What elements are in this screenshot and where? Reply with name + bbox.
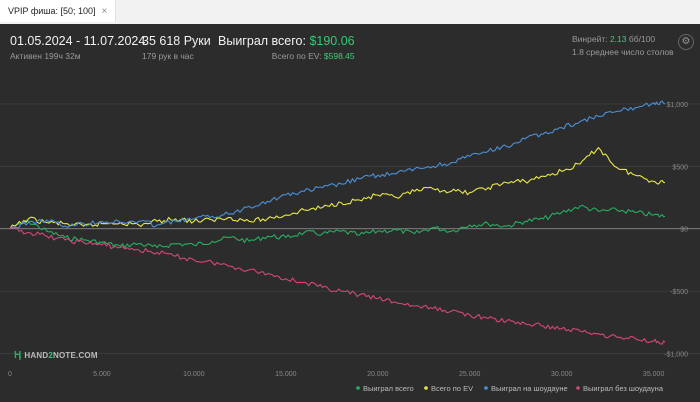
legend-marker-no_showdown bbox=[576, 386, 580, 390]
series-line-won_total bbox=[9, 204, 666, 249]
x-tick-label: 20.000 bbox=[367, 371, 389, 378]
legend-item-won_total[interactable]: Выиграл всего bbox=[363, 384, 414, 393]
legend-marker-ev bbox=[424, 386, 428, 390]
y-axis: $1,000 $500 $0 -$500 -$1,000 bbox=[664, 102, 688, 359]
active-time: Активен 199ч 32м bbox=[10, 51, 81, 61]
profit-chart: $1,000 $500 $0 -$500 -$1,000 0 5.000 10.000 15.… bbox=[0, 100, 700, 393]
hands-block: 35 618 Руки 179 рук в час bbox=[142, 34, 211, 61]
y-tick-label: -$1,000 bbox=[664, 352, 688, 359]
chart-lines bbox=[9, 100, 666, 345]
hands-per-hour: 179 рук в час bbox=[142, 51, 194, 61]
x-tick-label: 30.000 bbox=[551, 371, 573, 378]
x-tick-label: 5.000 bbox=[93, 371, 111, 378]
chart-grid bbox=[0, 103, 700, 354]
legend-item-ev[interactable]: Всего по EV bbox=[431, 384, 473, 393]
winnings-block: Выиграл всего: $190.06 Всего по EV: $598… bbox=[218, 34, 355, 61]
winrate: Винрейт: 2.13 бб/100 bbox=[572, 34, 674, 44]
tab-title: VPIP фиша: [50; 100] bbox=[8, 6, 96, 16]
y-tick-label: $0 bbox=[680, 227, 688, 234]
won-total: Выиграл всего: $190.06 bbox=[218, 34, 355, 48]
winrate-label: Винрейт: bbox=[572, 34, 608, 44]
legend-marker-won_total bbox=[356, 386, 360, 390]
won-total-label: Выиграл всего: bbox=[218, 34, 306, 48]
hand2note-logo: Ӊ HAND2NOTE.COM bbox=[14, 350, 98, 361]
y-tick-label: $500 bbox=[672, 164, 688, 171]
x-tick-label: 35.000 bbox=[643, 371, 665, 378]
avg-tables: 1.8 среднее число столов bbox=[572, 47, 674, 57]
ev-total: Всего по EV: $598.45 bbox=[258, 51, 355, 61]
won-total-value: $190.06 bbox=[309, 34, 355, 48]
winrate-value: 2.13 bbox=[609, 34, 627, 44]
y-tick-label: -$500 bbox=[670, 289, 688, 296]
hands-count: 35 618 Руки bbox=[142, 34, 211, 48]
x-tick-label: 15.000 bbox=[275, 371, 297, 378]
gear-icon[interactable]: ⚙ bbox=[678, 34, 694, 50]
series-line-no_showdown bbox=[9, 226, 666, 345]
legend-marker-showdown bbox=[484, 386, 488, 390]
x-tick-label: 25.000 bbox=[459, 371, 481, 378]
y-tick-label: $1,000 bbox=[667, 102, 689, 109]
date-range-block: 01.05.2024 - 11.07.2024 Активен 199ч 32м bbox=[10, 34, 145, 61]
ev-total-label: Всего по EV: bbox=[271, 51, 322, 61]
x-tick-label: 10.000 bbox=[183, 371, 205, 378]
x-axis: 0 5.000 10.000 15.000 20.000 25.000 30.000 35.0… bbox=[8, 371, 664, 378]
winrate-block: Винрейт: 2.13 бб/100 1.8 среднее число с… bbox=[572, 34, 674, 57]
ev-total-value: $598.45 bbox=[323, 51, 355, 61]
series-line-ev bbox=[9, 147, 666, 230]
legend-item-showdown[interactable]: Выиграл на шоудауне bbox=[491, 384, 568, 393]
x-tick-label: 0 bbox=[8, 371, 12, 378]
legend-item-no_showdown[interactable]: Выиграл без шоудауна bbox=[583, 384, 664, 393]
logo-mark-icon: Ӊ bbox=[14, 350, 22, 361]
graph-panel: 01.05.2024 - 11.07.2024 Активен 199ч 32м… bbox=[0, 24, 700, 402]
series-line-showdown bbox=[9, 100, 666, 230]
tab-bar: VPIP фиша: [50; 100] × bbox=[0, 0, 700, 22]
logo-text: HAND2NOTE.COM bbox=[24, 351, 98, 360]
date-range: 01.05.2024 - 11.07.2024 bbox=[10, 34, 146, 48]
tab-vpip-filter[interactable]: VPIP фиша: [50; 100] × bbox=[0, 0, 117, 22]
close-icon[interactable]: × bbox=[101, 5, 108, 17]
winrate-suffix: бб/100 bbox=[628, 34, 656, 44]
chart-legend: Выиграл всего Всего по EV Выиграл на шоуда… bbox=[356, 384, 664, 393]
